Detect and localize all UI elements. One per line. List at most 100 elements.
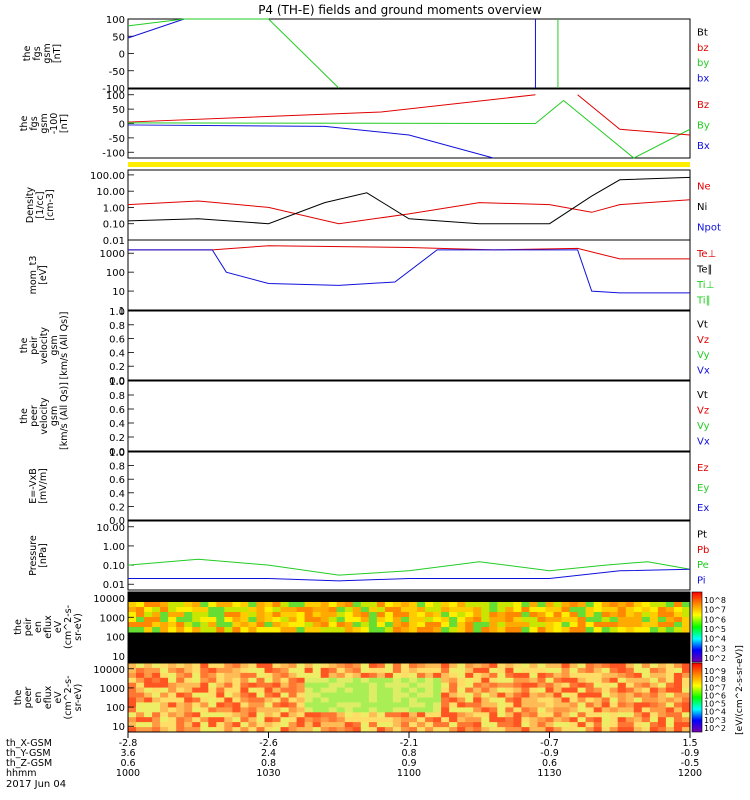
spectrogram-cell [288, 722, 298, 728]
spectrogram-cell [673, 602, 683, 608]
spectrogram-cell [481, 617, 490, 623]
panel-frame [127, 169, 691, 241]
spectrogram-cell [561, 672, 570, 679]
spectrogram-cell [473, 712, 482, 718]
y-axis-label: gsm [49, 335, 60, 355]
y-axis-label: peir [29, 336, 40, 355]
spectrogram-cell [328, 663, 338, 669]
y-axis-label: fgs [32, 46, 43, 60]
spectrogram-cell [553, 687, 562, 693]
spectrogram-cell [304, 607, 314, 613]
spectrogram-cell [497, 682, 506, 689]
spectrogram-cell [368, 722, 378, 728]
spectrogram-cell [521, 607, 530, 613]
spectrogram-cell [216, 672, 225, 679]
spectrogram-cell [136, 692, 145, 698]
spectrogram-cell [288, 667, 298, 674]
spectrogram-cell [657, 622, 667, 628]
spectrogram-cell [184, 712, 193, 718]
spectrogram-cell [136, 697, 145, 703]
spectrogram-cell [144, 667, 153, 674]
spectrogram-cell [513, 617, 522, 623]
spectrogram-cell [248, 617, 257, 623]
spectrogram-cell [136, 727, 145, 733]
spectrogram-cell [176, 722, 185, 728]
spectrogram-cell [457, 707, 466, 713]
spectrogram-cell [609, 707, 619, 713]
spectrogram-cell [577, 672, 587, 679]
legend-entry: Ti⊥ [696, 280, 714, 291]
spectrogram-cell [144, 692, 153, 698]
spectrogram-cell [633, 607, 643, 613]
spectrogram-cell [304, 677, 314, 684]
spectrogram-cell [433, 697, 442, 703]
spectrogram-cell [441, 627, 450, 633]
ephemeris-value: 1200 [678, 768, 702, 779]
spectrogram-cell [240, 682, 249, 689]
spectrogram-cell [288, 707, 298, 713]
spectrogram-cell [682, 667, 691, 674]
spectrogram-cell [296, 687, 306, 693]
spectrogram-cell [136, 702, 145, 708]
spectrogram-cell [136, 717, 145, 723]
spectrogram-cell [128, 712, 137, 718]
spectrogram-cell [240, 687, 249, 693]
spectrogram-cell [569, 622, 579, 628]
spectrogram-cell [136, 622, 145, 628]
spectrogram-cell [657, 663, 667, 669]
spectrogram-cell [553, 697, 562, 703]
spectrogram-cell [384, 687, 394, 693]
spectrogram-cell [473, 697, 482, 703]
spectrogram-cell [328, 622, 338, 628]
spectrogram-cell [521, 667, 530, 674]
spectrogram-cell [609, 697, 619, 703]
spectrogram-cell [128, 677, 137, 684]
y-axis-label: peir [23, 618, 34, 637]
spectrogram-cell [457, 612, 466, 618]
spectrogram-cell [625, 692, 635, 698]
y-axis-label: Pressure [28, 535, 39, 576]
spectrogram-cell [168, 677, 177, 684]
date-label: 2017 Jun 04 [6, 779, 66, 790]
y-tick-label: 10.00 [96, 187, 125, 198]
spectrogram-cell [304, 627, 314, 633]
spectrogram-cell [617, 612, 627, 618]
spectrogram-cell [481, 692, 490, 698]
y-tick-label: 0.0 [109, 516, 125, 527]
spectrogram-cell [304, 687, 314, 693]
spectrogram-cell [256, 722, 265, 728]
spectrogram-cell [232, 727, 241, 733]
spectrogram-cell [344, 627, 354, 633]
spectrogram-cell [136, 707, 145, 713]
spectrogram-cell [682, 707, 691, 713]
spectrogram-cell [489, 627, 498, 633]
spectrogram-cell [441, 717, 450, 723]
spectrogram-cell [682, 607, 691, 613]
spectrogram-cell [513, 627, 522, 633]
spectrogram-cell [409, 697, 418, 703]
spectrogram-cell [649, 722, 659, 728]
spectrogram-cell [682, 677, 691, 684]
spectrogram-cell [280, 627, 289, 633]
spectrogram-cell [609, 602, 619, 608]
spectrogram-cell [529, 622, 538, 628]
spectrogram-cell [457, 712, 466, 718]
flag-strip [128, 162, 690, 167]
spectrogram-cell [585, 612, 595, 618]
spectrogram-cell [384, 707, 394, 713]
spectrogram-cell [256, 677, 265, 684]
spectrogram-cell [384, 617, 394, 623]
y-axis-label: [km/s (All Qs)] [59, 312, 70, 380]
spectrogram-cell [673, 717, 683, 723]
spectrogram-cell [465, 717, 474, 723]
spectrogram-cell [160, 663, 169, 669]
spectrogram-cell [256, 672, 265, 679]
spectrogram-cell [352, 607, 362, 613]
spectrogram-cell [192, 667, 201, 674]
spectrogram-cell [208, 627, 217, 633]
spectrogram-cell [585, 727, 595, 733]
spectrogram-cell [184, 617, 193, 623]
spectrogram-cell [577, 667, 587, 674]
spectrogram-cell [208, 682, 217, 689]
